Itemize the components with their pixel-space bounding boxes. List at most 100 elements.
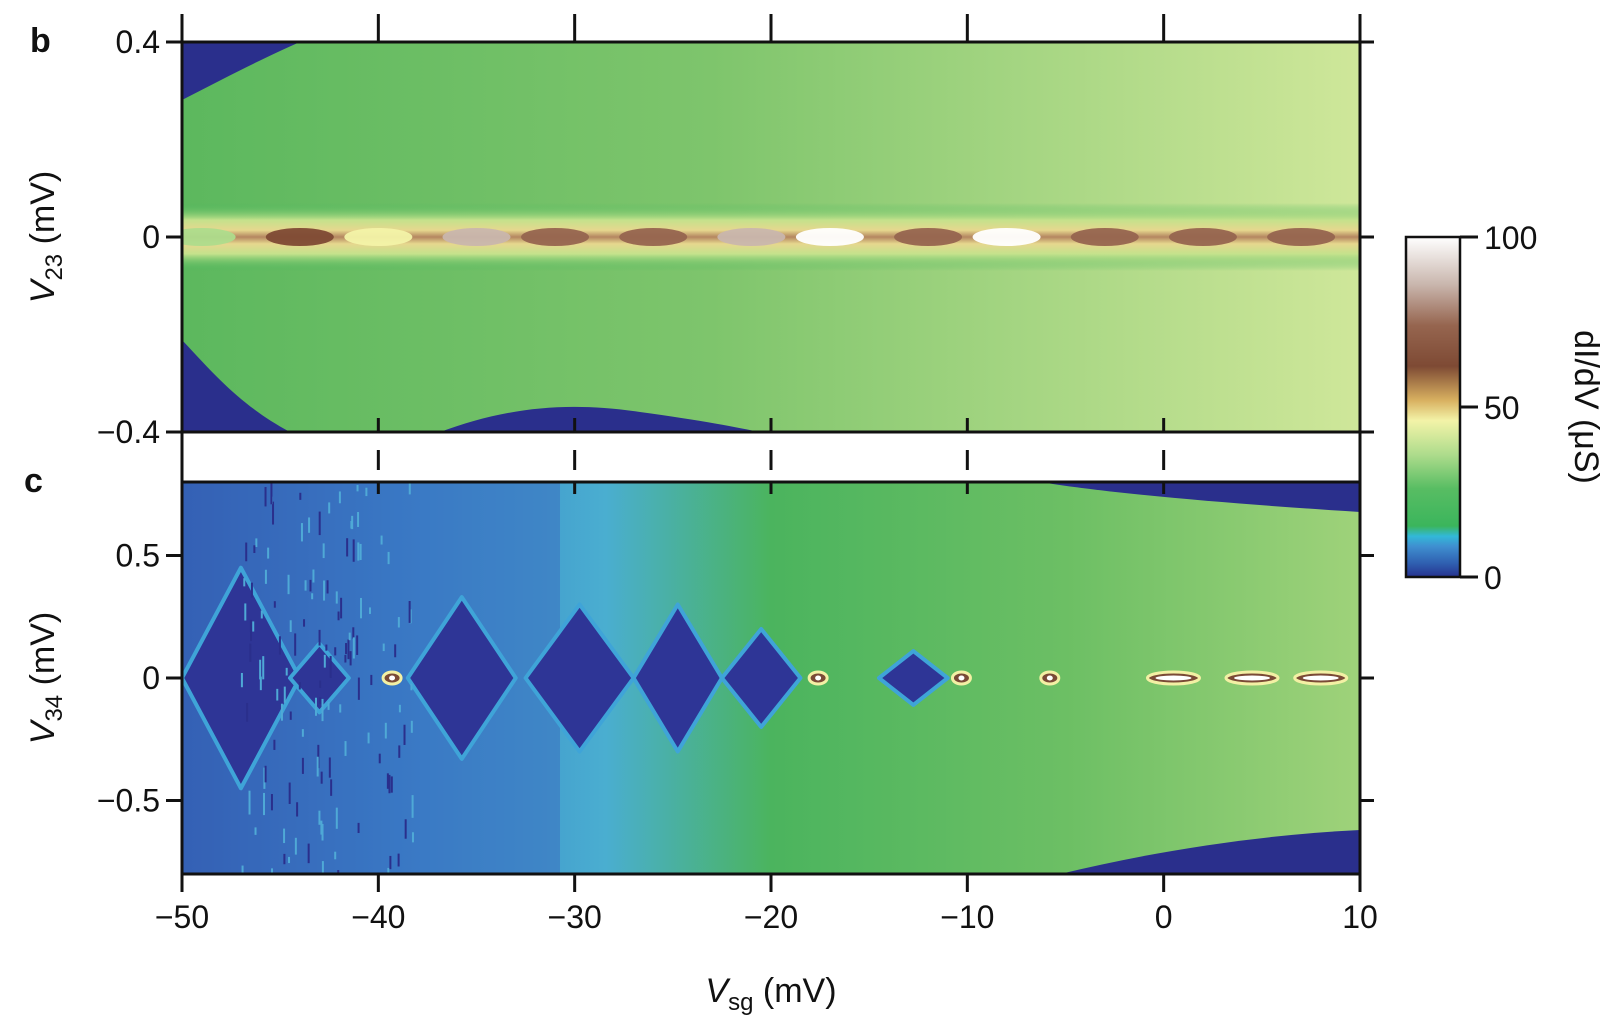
ridge-point <box>265 228 334 246</box>
y-tick-label-b: 0 <box>142 219 160 255</box>
noise-streak <box>270 483 273 505</box>
noise-streak <box>244 603 247 621</box>
ridge-point <box>717 228 786 246</box>
coulomb-diamond <box>405 595 518 761</box>
noise-streak <box>352 637 355 659</box>
noise-streak <box>378 753 381 764</box>
noise-streak <box>248 790 251 815</box>
noise-streak <box>278 636 281 655</box>
noise-streak <box>246 702 249 722</box>
noise-streak <box>316 756 319 777</box>
noise-streak <box>357 542 360 561</box>
noise-streak <box>370 674 373 686</box>
noise-streak <box>240 672 243 688</box>
conductance-peak-core <box>1046 675 1053 681</box>
colorbar-tick-label: 0 <box>1484 560 1502 596</box>
ridge-point <box>442 228 511 246</box>
noise-streak <box>280 703 283 721</box>
ylabel-c-unit: (mV) <box>24 612 62 695</box>
noise-streak <box>249 619 252 633</box>
noise-streak <box>382 643 385 652</box>
noise-streak <box>356 485 359 492</box>
noise-streak <box>389 855 392 870</box>
conductance-peak-core <box>1302 675 1339 681</box>
noise-streak <box>321 823 324 841</box>
noise-streak <box>319 697 322 704</box>
noise-streak <box>296 802 299 817</box>
y-tick-label-b: 0.4 <box>116 24 160 60</box>
noise-streak <box>259 659 262 680</box>
noise-streak <box>321 698 324 722</box>
noise-streak <box>255 538 258 548</box>
panel-label-c: c <box>24 462 43 500</box>
noise-streak <box>273 601 276 608</box>
noise-streak <box>397 617 400 628</box>
noise-streak <box>308 517 311 533</box>
y-tick-label-b: −0.4 <box>97 414 160 450</box>
conductance-peak-core <box>1234 675 1271 681</box>
noise-streak <box>260 610 263 619</box>
noise-streak <box>337 870 340 874</box>
noise-streak <box>325 644 328 651</box>
conductance-peak-core <box>389 675 396 681</box>
noise-streak <box>276 688 279 701</box>
noise-streak <box>301 757 304 774</box>
noise-streak <box>307 843 310 864</box>
noise-streak <box>294 837 297 855</box>
noise-streak <box>253 545 256 554</box>
noise-streak <box>368 607 371 614</box>
noise-streak <box>337 611 340 621</box>
ridge-point <box>521 228 590 246</box>
conductance-peaks <box>381 670 1349 686</box>
noise-streak <box>388 774 391 794</box>
noise-streak <box>348 632 351 641</box>
noise-streak <box>314 697 317 716</box>
noise-streak <box>309 579 312 592</box>
x-tick-label: −20 <box>744 899 798 935</box>
noise-streak <box>250 582 253 598</box>
xlabel-var: V <box>705 972 731 1010</box>
noise-streak <box>303 619 306 627</box>
noise-streak <box>243 578 246 587</box>
noise-streak <box>323 654 326 668</box>
ridge-point <box>619 228 688 246</box>
noise-streak <box>245 542 248 562</box>
ridge-point <box>972 228 1041 246</box>
noise-streak <box>318 629 321 646</box>
x-axis-label: Vsg (mV) <box>705 972 836 1016</box>
noise-streak <box>299 492 302 500</box>
colorbar-label: dI/dV (μS) <box>1567 330 1605 484</box>
noise-streak <box>344 741 347 756</box>
noise-streak <box>335 807 338 829</box>
colorbar-gradient <box>1404 235 1462 579</box>
x-tick-label: 0 <box>1155 899 1173 935</box>
y-axis-label-c: V34 (mV) <box>24 612 68 744</box>
noise-streak <box>328 502 331 514</box>
noise-streak <box>318 511 321 536</box>
axes-b: 0.4 0 −0.4 <box>97 14 1374 450</box>
noise-streak <box>411 795 414 818</box>
colorbar: 0 50 100 dI/dV (μS) <box>1404 220 1605 596</box>
noise-streak <box>340 597 343 619</box>
noise-streak <box>345 643 348 655</box>
noise-streak <box>398 704 401 713</box>
y-tick-label-c: 0 <box>142 660 160 696</box>
noise-streak <box>271 868 274 874</box>
noise-streak <box>328 757 331 778</box>
noise-streak <box>283 828 286 844</box>
noise-streak <box>408 601 411 623</box>
coulomb-diamonds <box>182 565 950 791</box>
xlabel-unit: (mV) <box>753 972 836 1010</box>
panel-label-b: b <box>30 22 51 60</box>
ylabel-b-sub: 23 <box>41 254 68 281</box>
y-axis-label-b: V23 (mV) <box>24 171 68 303</box>
noise-streak <box>335 591 338 604</box>
noise-streak <box>338 491 341 504</box>
noise-streak <box>397 853 400 867</box>
noise-streak <box>264 569 267 584</box>
noise-streak <box>352 627 355 639</box>
conductance-peak-core <box>815 675 822 681</box>
ridge-point <box>344 228 413 246</box>
ridge-point <box>795 228 864 246</box>
